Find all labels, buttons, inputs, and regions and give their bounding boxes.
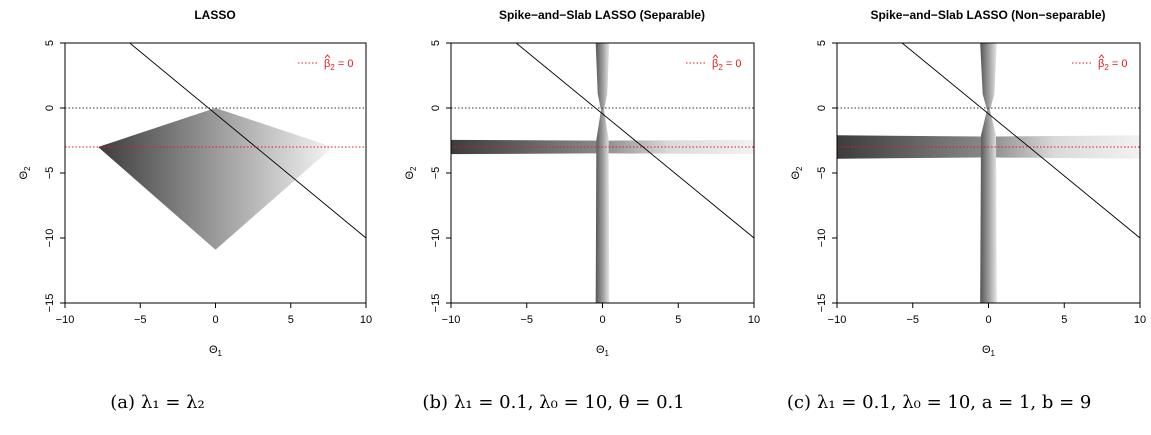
x-tick-label: 5 [288,314,294,326]
y-tick-label: 5 [44,40,56,46]
x-tick-label: 5 [675,314,681,326]
y-tick-label: −5 [816,167,828,180]
legend-label-suffix: = 0 [1109,58,1128,70]
diagonal-line [515,43,754,239]
diagonal-line [129,43,366,239]
feasible-region [98,108,333,250]
diagonal-line [901,43,1140,239]
x-axis-label-sub: 1 [991,349,996,358]
legend-label: β2 = 0 [712,58,741,72]
x-axis-label: Θ1 [596,344,610,358]
x-tick-label: 0 [212,314,218,326]
x-tick-label: −10 [442,314,461,326]
y-axis-label: Θ2 [18,166,32,180]
caption-text: λ₁ = 0.1, λ₀ = 10, θ = 0.1 [454,392,685,413]
x-tick-label: 0 [599,314,605,326]
caption-text: λ₁ = λ₂ [141,392,205,413]
x-axis-label: Θ1 [982,344,996,358]
legend-beta2: β2 = 0 [1072,54,1127,72]
vertical-band [980,43,997,303]
legend-label-sub: 2 [718,63,723,72]
y-axis-label-sub: 2 [23,166,32,171]
y-tick-label: −15 [44,294,56,313]
y-axis-label-sub: 2 [409,166,418,171]
y-axis-label: Θ2 [790,166,804,180]
legend-beta2: β2 = 0 [686,54,741,72]
y-tick-label: −15 [816,294,828,313]
hat-icon [712,54,719,59]
caption-label: (c) [787,392,811,413]
legend-label-suffix: = 0 [335,58,354,70]
panel-title: LASSO [194,8,235,22]
plot-area [65,43,366,250]
y-tick-label: 5 [816,40,828,46]
legend-label: β2 = 0 [1098,58,1127,72]
y-tick-label: 0 [430,105,442,111]
x-tick-label: −10 [56,314,75,326]
panel-nonseparable: Spike−and−Slab LASSO (Non−separable) β2 … [787,8,1146,413]
caption-label: (a) [110,392,135,413]
y-tick-label: 0 [816,105,828,111]
x-axis-label: Θ1 [209,344,223,358]
legend-label-sub: 2 [330,63,335,72]
x-axis-label-sub: 1 [605,349,610,358]
x-tick-label: −5 [520,314,533,326]
y-tick-label: −5 [44,167,56,180]
x-tick-label: −5 [906,314,919,326]
x-tick-label: 10 [748,314,760,326]
y-axis-label: Θ2 [404,166,418,180]
hat-icon [1098,54,1105,59]
x-tick-label: 10 [1134,314,1146,326]
panel-title: Spike−and−Slab LASSO (Separable) [499,8,705,22]
x-tick-label: −5 [134,314,147,326]
y-tick-label: −15 [430,294,442,313]
plot-area [451,43,754,303]
legend-beta2: β2 = 0 [298,54,353,72]
legend-label-suffix: = 0 [723,58,742,70]
y-tick-label: 0 [44,105,56,111]
caption-label: (b) [422,392,448,413]
x-axis-label-sub: 1 [218,349,223,358]
y-tick-label: −5 [430,167,442,180]
legend-label-sub: 2 [1104,63,1109,72]
panel-separable: Spike−and−Slab LASSO (Separable) β2 = 0 … [404,8,760,413]
x-tick-label: −10 [828,314,847,326]
legend-label: β2 = 0 [324,58,353,72]
x-tick-label: 10 [360,314,372,326]
x-tick-label: 0 [985,314,991,326]
y-tick-label: 5 [430,40,442,46]
y-tick-label: −10 [44,229,56,248]
y-tick-label: −10 [430,229,442,248]
y-axis-label-sub: 2 [795,166,804,171]
caption-text: λ₁ = 0.1, λ₀ = 10, a = 1, b = 9 [817,392,1091,413]
plot-area [837,43,1140,303]
vertical-band [595,43,610,303]
x-tick-label: 5 [1061,314,1067,326]
y-tick-label: −10 [816,229,828,248]
hat-icon [324,54,331,59]
panel-title: Spike−and−Slab LASSO (Non−separable) [870,8,1105,22]
